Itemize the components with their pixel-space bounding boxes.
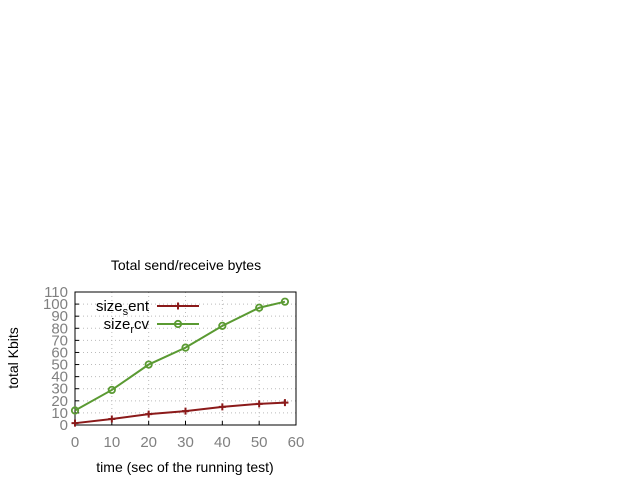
- data-point: [108, 415, 116, 423]
- y-tick-label: 60: [51, 344, 68, 361]
- y-tick-label: 30: [51, 381, 68, 398]
- x-tick-label: 40: [214, 434, 231, 451]
- x-axis-label: time (sec of the running test): [96, 459, 273, 475]
- data-point: [218, 321, 227, 330]
- data-point: [218, 403, 226, 411]
- data-point: [255, 400, 263, 408]
- data-point: [281, 399, 289, 407]
- y-tick-label: 110: [44, 284, 68, 301]
- series-line-sizercv: [74, 300, 286, 412]
- y-tick-label: 80: [51, 320, 68, 337]
- y-axis-label: total Kbits: [5, 327, 21, 388]
- y-tick-label: 70: [51, 332, 68, 349]
- data-point: [71, 419, 79, 427]
- legend-label: sizercv: [104, 316, 150, 336]
- y-tick-label: 20: [51, 393, 68, 410]
- data-point: [145, 410, 153, 418]
- data-point: [107, 385, 116, 395]
- series-group: [70, 297, 290, 427]
- y-tick-label: 50: [51, 357, 68, 374]
- chart-title: Total send/receive bytes: [111, 257, 261, 273]
- y-tick-label: 90: [51, 308, 68, 325]
- data-point: [70, 406, 80, 415]
- data-point: [255, 303, 264, 312]
- x-tick-label: 50: [251, 434, 268, 451]
- legend-label: sizesent: [96, 298, 150, 318]
- x-tick-label: 60: [288, 434, 305, 451]
- x-tick-label: 0: [71, 434, 79, 451]
- legend-marker: [174, 302, 182, 310]
- data-point: [280, 297, 290, 306]
- data-point: [181, 343, 190, 352]
- x-tick-label: 10: [103, 434, 120, 451]
- y-tick-label: 10: [51, 405, 68, 422]
- data-point: [144, 360, 153, 369]
- data-point: [182, 407, 189, 415]
- x-tick-label: 30: [177, 434, 194, 451]
- y-tick-label: 40: [51, 369, 68, 386]
- y-tick-label: 100: [43, 296, 68, 313]
- legend-marker: [173, 319, 183, 329]
- x-tick-label: 20: [140, 434, 157, 451]
- y-tick-label: 0: [60, 417, 68, 434]
